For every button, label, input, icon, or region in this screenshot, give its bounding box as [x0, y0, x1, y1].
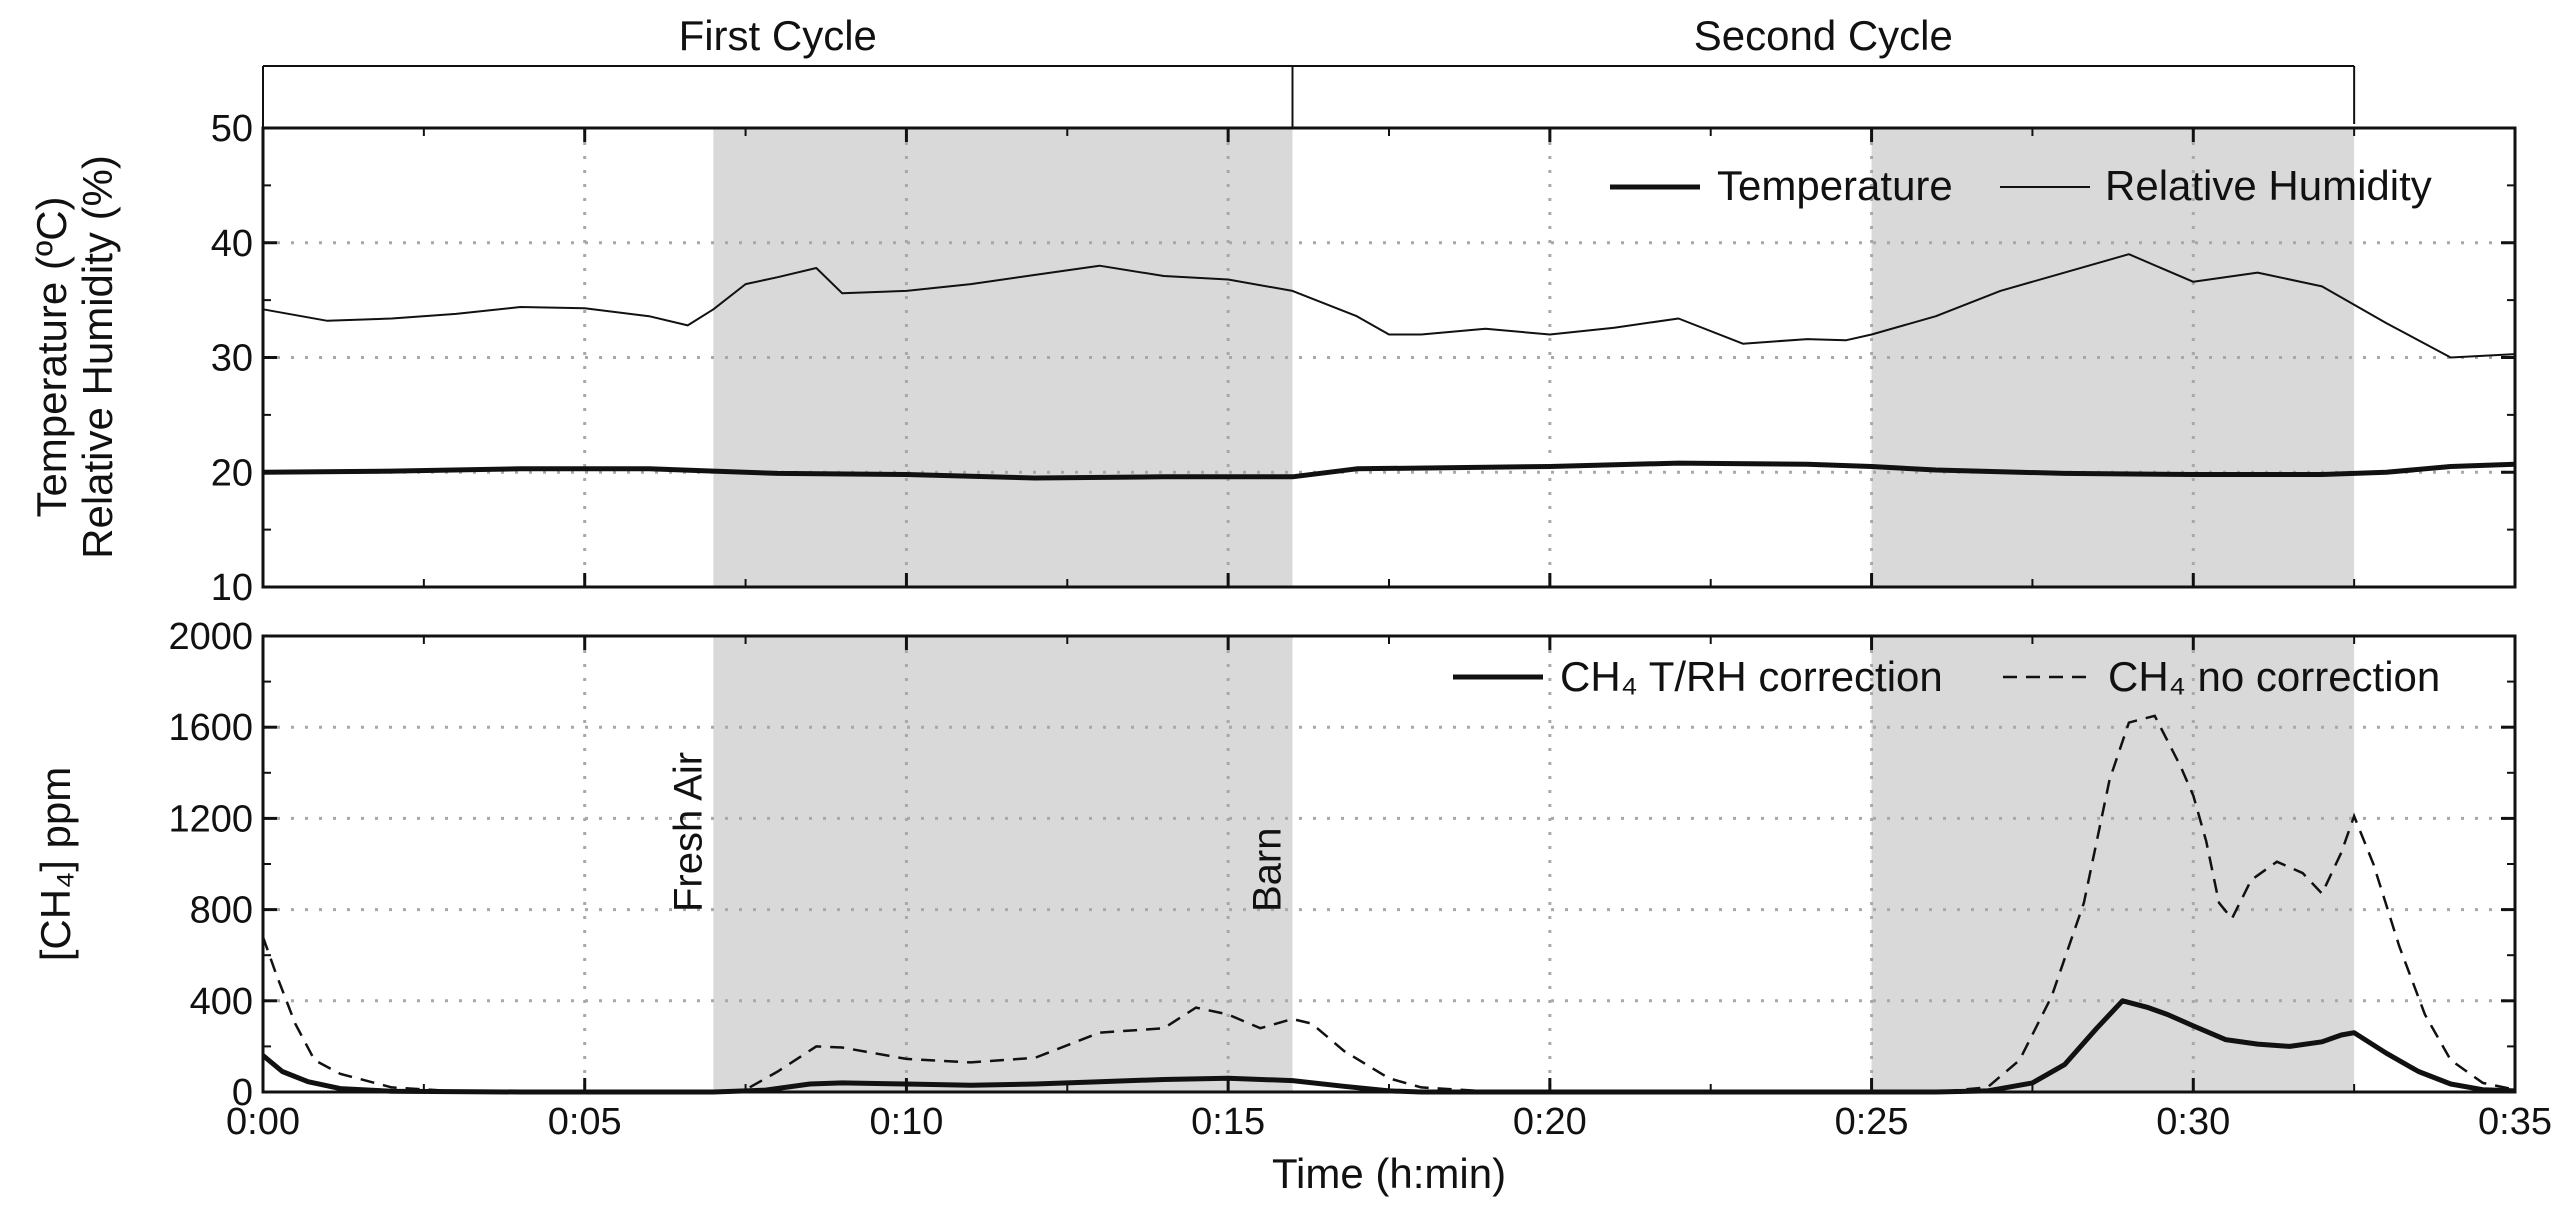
top-ylabel-line1: Temperature (ºC) [28, 196, 75, 517]
top-series-1 [262, 253, 2516, 359]
bottom-xtick-label: 0:05 [548, 1101, 622, 1143]
bot-series-1 [261, 714, 2516, 1094]
bottom-xtick-label: 0:25 [1835, 1101, 1909, 1143]
annotations: Fresh Air Barn [666, 752, 1289, 912]
top-shade-0 [713, 128, 1293, 587]
bottom-xtick-label: 0:00 [226, 1101, 300, 1143]
cycle-label-second: Second Cycle [1694, 12, 1953, 59]
bottom-xtick-label: 0:30 [2156, 1101, 2230, 1143]
bottom-xtick-label: 0:10 [869, 1101, 943, 1143]
top-ytick-label: 30 [211, 338, 253, 380]
annotation-fresh-air: Fresh Air [666, 752, 710, 912]
x-axis-label: Time (h:min) [1272, 1150, 1506, 1197]
legend-ch4-corrected-label: CH₄ T/RH correction [1560, 653, 1943, 700]
bottom-xtick-label: 0:20 [1513, 1101, 1587, 1143]
top-panel-frame [261, 126, 2517, 589]
bottom-xtick-label: 0:15 [1191, 1101, 1265, 1143]
bot-ytick-label: 400 [190, 981, 253, 1023]
bot-ytick-label: 0 [232, 1072, 253, 1114]
bot-shade-0 [713, 636, 1293, 1092]
annotation-barn: Barn [1245, 828, 1289, 913]
bot-ytick-label: 2000 [168, 616, 253, 658]
bot-ytick-label: 1600 [168, 707, 253, 749]
top-ytick-label: 50 [211, 108, 253, 150]
top-ytick-label: 10 [211, 567, 253, 609]
bot-ytick-label: 800 [190, 890, 253, 932]
bottom-xtick-label: 0:35 [2478, 1101, 2552, 1143]
bot-ytick-label: 1200 [168, 798, 253, 840]
legend-ch4-uncorrected-label: CH₄ no correction [2108, 653, 2440, 700]
bottom-panel-frame [261, 634, 2517, 1094]
top-ylabel-line2: Relative Humidity (%) [74, 155, 121, 559]
top-ytick-label: 40 [211, 223, 253, 265]
bottom-panel-ticks: 0 400 800 1200 1600 2000 0:00 0:05 0:10 0:15 0:20 0… [168, 616, 2552, 1143]
bottom-panel-shading [713, 636, 2355, 1092]
cycle-brackets: First Cycle Second Cycle [262, 12, 2356, 128]
legend-humidity-label: Relative Humidity [2105, 162, 2432, 209]
top-panel-series [262, 253, 2516, 481]
bottom-ylabel: [CH₄] ppm [32, 767, 79, 962]
legend-temperature-label: Temperature [1717, 162, 1953, 209]
cycle-label-first: First Cycle [679, 12, 877, 59]
top-ytick-label: 20 [211, 452, 253, 494]
bottom-panel-grid [263, 636, 2515, 1092]
top-panel-ticks: 10 20 30 40 50 [211, 108, 2517, 609]
top-series-0 [262, 460, 2516, 481]
top-legend: Temperature Relative Humidity [1610, 162, 2432, 209]
bottom-legend: CH₄ T/RH correction CH₄ no correction [1453, 653, 2440, 700]
